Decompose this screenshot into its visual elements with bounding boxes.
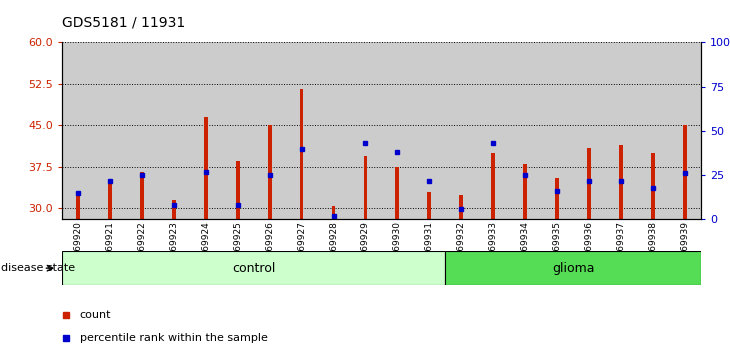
Bar xyxy=(477,42,510,219)
Bar xyxy=(510,42,541,219)
Bar xyxy=(523,164,527,219)
Bar xyxy=(396,167,399,219)
Bar xyxy=(76,192,80,219)
Bar xyxy=(428,192,431,219)
Bar xyxy=(381,42,413,219)
Bar xyxy=(459,195,463,219)
Bar xyxy=(204,117,208,219)
Bar xyxy=(491,153,495,219)
Bar xyxy=(126,42,158,219)
Bar xyxy=(683,125,687,219)
Bar xyxy=(190,42,222,219)
Bar xyxy=(62,251,445,285)
Bar xyxy=(331,206,336,219)
Bar xyxy=(541,42,573,219)
Text: percentile rank within the sample: percentile rank within the sample xyxy=(80,333,267,343)
Bar xyxy=(158,42,190,219)
Bar xyxy=(605,42,637,219)
Bar xyxy=(62,42,94,219)
Bar xyxy=(222,42,254,219)
Text: glioma: glioma xyxy=(552,262,594,275)
Bar xyxy=(108,181,112,219)
Bar xyxy=(140,172,144,219)
Bar xyxy=(364,156,367,219)
Bar xyxy=(236,161,239,219)
Bar xyxy=(619,145,623,219)
Bar xyxy=(651,153,655,219)
Bar xyxy=(318,42,350,219)
Text: disease state: disease state xyxy=(1,263,75,273)
Bar xyxy=(300,90,304,219)
Text: count: count xyxy=(80,310,111,320)
Bar xyxy=(172,200,176,219)
Bar xyxy=(445,42,477,219)
Bar xyxy=(445,251,701,285)
Bar xyxy=(573,42,605,219)
Bar xyxy=(94,42,126,219)
Bar xyxy=(413,42,445,219)
Bar xyxy=(637,42,669,219)
Bar xyxy=(669,42,701,219)
Bar xyxy=(555,178,559,219)
Bar xyxy=(350,42,381,219)
Bar xyxy=(268,125,272,219)
Text: control: control xyxy=(232,262,275,275)
Bar xyxy=(587,148,591,219)
Bar xyxy=(254,42,285,219)
Text: GDS5181 / 11931: GDS5181 / 11931 xyxy=(62,16,185,30)
Bar xyxy=(285,42,318,219)
